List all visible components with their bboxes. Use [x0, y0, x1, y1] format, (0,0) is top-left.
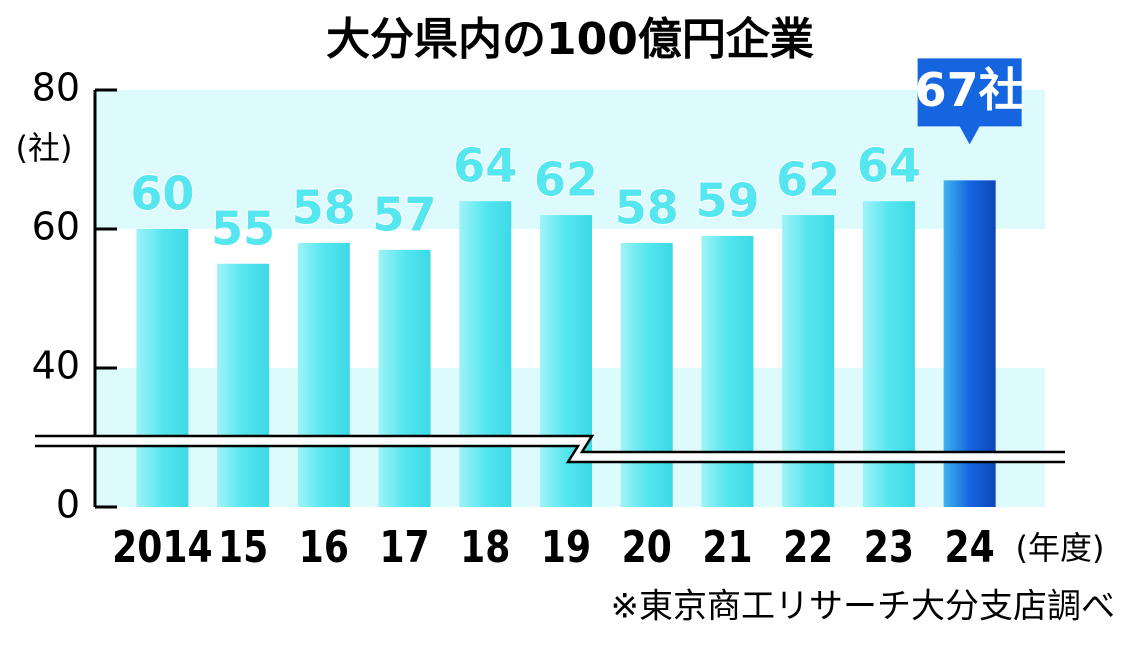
y-tick-label: 40 [32, 344, 80, 388]
value-label: 59 [695, 173, 759, 227]
value-label: 64 [453, 139, 517, 193]
x-tick-label: 21 [702, 523, 752, 573]
value-label: 58 [615, 180, 679, 234]
bar [217, 263, 270, 507]
bar [136, 229, 189, 507]
bar [378, 249, 431, 507]
value-label: 55 [211, 201, 275, 255]
chart-title: 大分県内の100億円企業 [326, 14, 814, 65]
axis-break [35, 434, 1065, 464]
y-tick-label: 80 [32, 66, 80, 110]
x-tick-label: 19 [541, 523, 591, 573]
value-label: 62 [534, 153, 598, 207]
value-label: 57 [373, 187, 437, 241]
y-tick-label: 60 [32, 205, 80, 249]
bar [620, 242, 673, 507]
value-label: 58 [292, 180, 356, 234]
x-tick-label: 15 [218, 523, 268, 573]
label-box [917, 58, 1022, 145]
value-label: 62 [776, 153, 840, 207]
bar [701, 235, 754, 507]
x-tick-label: 22 [783, 523, 833, 573]
y-unit: (社) [16, 129, 73, 167]
y-tick-label: 0 [56, 483, 80, 527]
x-tick-label: 18 [460, 523, 510, 573]
value-label: 64 [857, 139, 921, 193]
source: ※東京商工リサーチ大分支店調べ [611, 587, 1116, 627]
x-tick-label: 20 [622, 523, 672, 573]
x-tick-label: 23 [864, 523, 914, 573]
value-label: 60 [130, 167, 194, 221]
x-tick-label: 2014 [112, 523, 212, 573]
bar [297, 242, 350, 507]
value-label: 67社 [915, 63, 1025, 117]
x-unit: (年度) [1016, 529, 1105, 567]
x-tick-label: 16 [299, 523, 349, 573]
bar [459, 201, 512, 507]
x-tick-label: 24 [945, 523, 995, 573]
x-tick-label: 17 [379, 523, 429, 573]
